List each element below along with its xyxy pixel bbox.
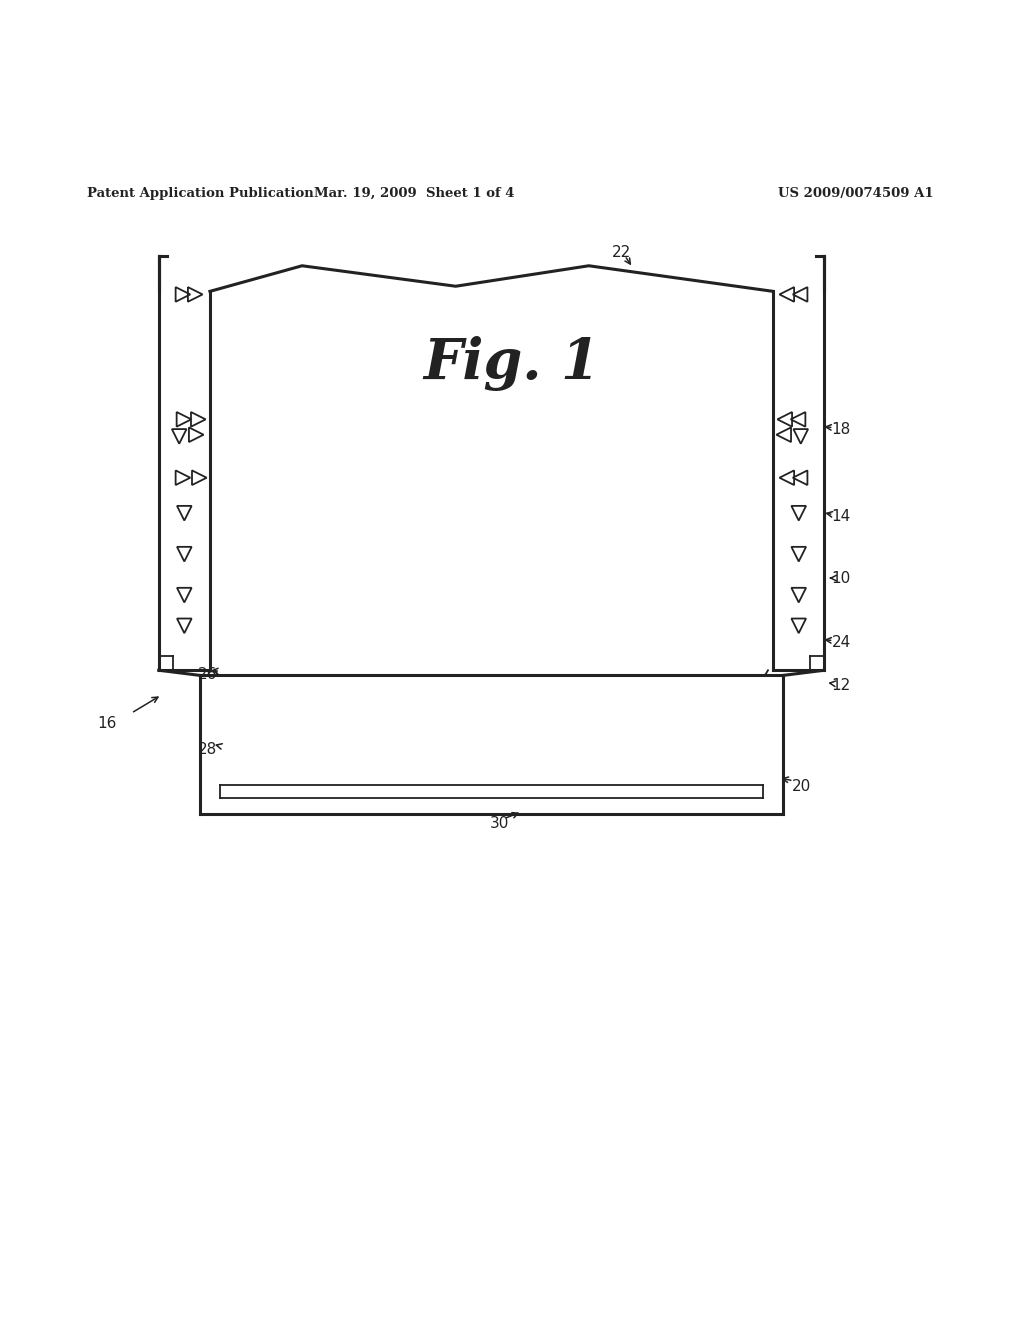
Text: Patent Application Publication: Patent Application Publication <box>87 186 313 199</box>
Text: 20: 20 <box>792 780 811 795</box>
Text: 14: 14 <box>831 510 851 524</box>
Text: 18: 18 <box>831 422 851 437</box>
Text: US 2009/0074509 A1: US 2009/0074509 A1 <box>778 186 934 199</box>
Text: 24: 24 <box>831 635 851 649</box>
Text: 28: 28 <box>198 742 217 756</box>
Text: Fig. 1: Fig. 1 <box>424 335 600 391</box>
Text: Mar. 19, 2009  Sheet 1 of 4: Mar. 19, 2009 Sheet 1 of 4 <box>314 186 515 199</box>
Text: 30: 30 <box>489 816 509 832</box>
Text: 26: 26 <box>198 667 217 682</box>
Text: 16: 16 <box>97 715 117 731</box>
Text: 22: 22 <box>612 246 632 260</box>
Text: 12: 12 <box>831 678 851 693</box>
Text: 10: 10 <box>831 570 851 586</box>
